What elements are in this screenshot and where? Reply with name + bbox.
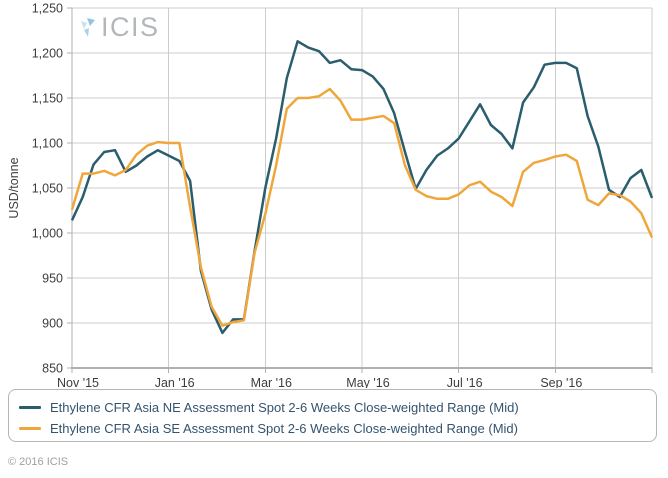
- svg-text:1,100: 1,100: [32, 137, 63, 151]
- svg-text:1,200: 1,200: [32, 47, 63, 61]
- y-axis-title: USD/tonne: [7, 157, 21, 219]
- legend-swatch-se-icon: [19, 426, 41, 430]
- y-axis-labels: 850 900 950 1,000 1,050 1,100 1,150 1,200 1,250: [32, 2, 63, 376]
- ne-series-line: [70, 40, 654, 335]
- x-axis-labels: Nov '15 Jan '16 Mar '16 May '16 Jul '16 Sep '…: [57, 376, 582, 388]
- svg-text:Jan '16: Jan '16: [155, 376, 195, 388]
- svg-text:Sep '16: Sep '16: [540, 376, 582, 388]
- price-chart: 850 900 950 1,000 1,050 1,100 1,150 1,200 1,250 N…: [32, 2, 654, 388]
- svg-text:1,050: 1,050: [32, 182, 63, 196]
- legend-item-se: Ethylene CFR Asia SE Assessment Spot 2-6…: [19, 418, 656, 438]
- svg-text:1,000: 1,000: [32, 227, 63, 241]
- svg-text:900: 900: [42, 317, 63, 331]
- svg-text:1,250: 1,250: [32, 2, 63, 16]
- svg-text:May '16: May '16: [346, 376, 389, 388]
- svg-text:1,150: 1,150: [32, 92, 63, 106]
- svg-text:Mar '16: Mar '16: [251, 376, 292, 388]
- legend-label-ne: Ethylene CFR Asia NE Assessment Spot 2-6…: [50, 399, 519, 415]
- svg-text:Nov '15: Nov '15: [57, 376, 99, 388]
- chart-legend: Ethylene CFR Asia NE Assessment Spot 2-6…: [8, 389, 657, 442]
- se-series-line: [70, 87, 654, 327]
- gridlines: [72, 7, 653, 368]
- svg-text:850: 850: [42, 362, 63, 376]
- legend-label-se: Ethylene CFR Asia SE Assessment Spot 2-6…: [50, 420, 518, 436]
- legend-item-ne: Ethylene CFR Asia NE Assessment Spot 2-6…: [19, 397, 656, 417]
- axes: [67, 7, 653, 373]
- legend-swatch-ne-icon: [19, 405, 41, 409]
- copyright: © 2016 ICIS: [8, 456, 69, 468]
- svg-text:950: 950: [42, 272, 63, 286]
- svg-text:Jul '16: Jul '16: [447, 376, 483, 388]
